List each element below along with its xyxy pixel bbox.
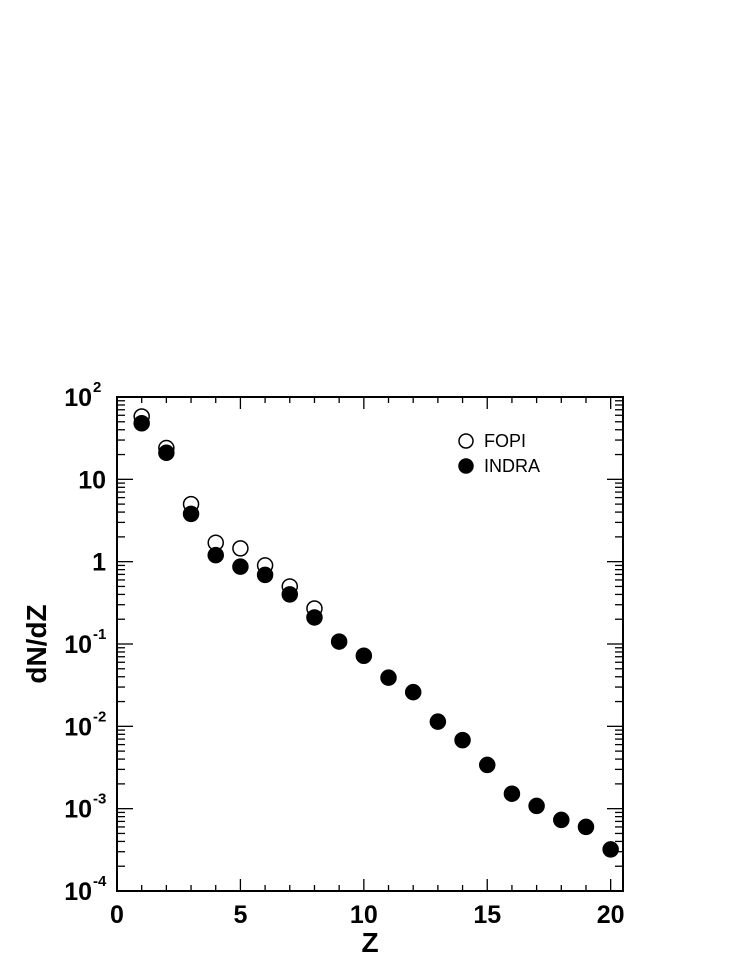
y-tick-label-exponent: -1 [93, 626, 106, 643]
x-tick-label: 10 [350, 901, 378, 929]
x-tick-label: 20 [597, 901, 625, 929]
y-tick-label: 10 [78, 466, 106, 494]
y-axis-title: dN/dZ [21, 604, 52, 683]
data-point-indra [281, 586, 299, 603]
y-tick-label: 10 [64, 384, 92, 412]
data-point-indra [380, 669, 397, 686]
y-tick-label: 10 [64, 713, 92, 741]
data-point-indra [158, 444, 175, 462]
x-axis-title: Z [361, 927, 378, 958]
data-point-indra [602, 841, 619, 858]
data-point-fopi [232, 540, 249, 557]
y-tick-label: 10 [64, 796, 92, 824]
x-tick-label: 15 [473, 901, 501, 929]
data-point-indra [553, 811, 570, 829]
y-tick-label: 1 [92, 549, 106, 577]
data-point-indra [503, 785, 521, 802]
y-tick-label-exponent: -3 [93, 791, 106, 808]
plot-frame [116, 396, 624, 892]
data-point-indra [355, 647, 373, 664]
ticks-layer [116, 396, 623, 892]
data-points [133, 408, 619, 858]
legend: FOPI INDRA [458, 431, 540, 476]
legend-marker-fopi [458, 433, 474, 449]
y-tick-label: 10 [64, 878, 92, 906]
data-point-indra [182, 505, 200, 523]
data-point-indra [207, 546, 224, 564]
data-point-indra [577, 818, 595, 836]
legend-label-indra: INDRA [484, 456, 540, 476]
data-point-indra [404, 683, 422, 701]
x-tick-label: 0 [110, 901, 124, 929]
y-tick-label-exponent: -2 [93, 708, 106, 725]
data-point-indra [528, 797, 545, 815]
data-point-indra [478, 756, 496, 774]
data-point-indra [429, 713, 447, 730]
data-point-indra [232, 558, 249, 575]
y-tick-label-exponent: -4 [93, 873, 107, 890]
legend-label-fopi: FOPI [484, 431, 526, 451]
data-point-indra [330, 633, 348, 650]
x-tick-label: 5 [233, 901, 247, 929]
y-tick-label-exponent: 2 [93, 379, 101, 396]
data-point-indra [454, 731, 471, 749]
y-tick-label: 10 [64, 631, 92, 659]
data-point-indra [306, 609, 323, 626]
legend-marker-indra [458, 458, 474, 474]
data-point-indra [133, 414, 150, 432]
data-point-indra [256, 566, 274, 584]
